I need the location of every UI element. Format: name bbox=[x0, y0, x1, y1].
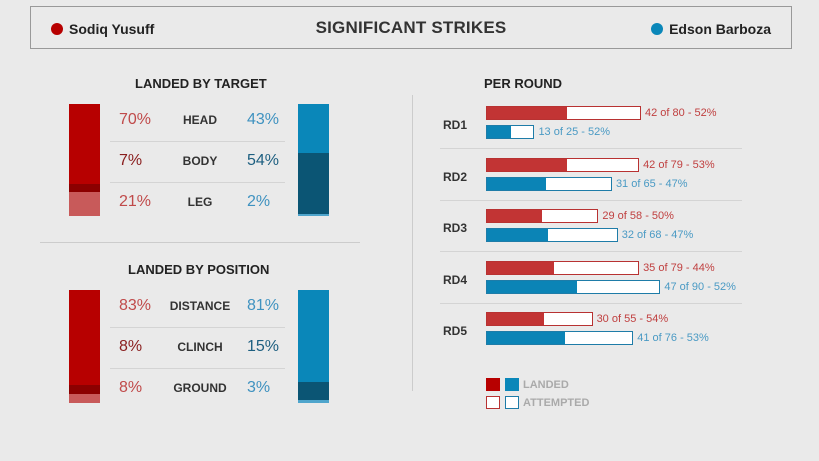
position-blue-pct: 3% bbox=[247, 379, 271, 396]
round-red-attempted-bar bbox=[486, 312, 593, 326]
target-red-pct: 70% bbox=[119, 111, 152, 128]
target-row bbox=[110, 142, 285, 183]
target-blue-segment-1 bbox=[298, 152, 329, 214]
legend-attempted-label: ATTEMPTED bbox=[523, 397, 590, 409]
red-fighter-name: Sodiq Yusuff bbox=[69, 21, 155, 37]
target-blue-pct: 54% bbox=[247, 152, 280, 169]
target-category-label: LEG bbox=[187, 195, 213, 209]
round-red-landed-fill bbox=[487, 210, 543, 222]
round-red-attempted-bar bbox=[486, 260, 640, 275]
position-blue-pct: 81% bbox=[247, 297, 280, 314]
blue-fighter-name: Edson Barboza bbox=[669, 21, 771, 37]
target-blue-stacked-bar bbox=[298, 104, 329, 216]
position-category-label: CLINCH bbox=[177, 340, 223, 354]
position-red-pct: 8% bbox=[119, 379, 143, 396]
position-red-stacked-bar bbox=[69, 290, 100, 403]
position-red-pct: 8% bbox=[119, 338, 143, 355]
round-label: RD1 bbox=[443, 118, 468, 132]
round-blue-attempted-bar bbox=[486, 125, 535, 139]
target-category-label: BODY bbox=[182, 154, 218, 168]
round-blue-value-label: 31 of 65 - 47% bbox=[615, 177, 688, 190]
target-red-segment-1 bbox=[69, 184, 100, 192]
position-red-segment-0 bbox=[69, 290, 100, 385]
position-blue-segment-0 bbox=[298, 290, 329, 383]
position-red-segment-2 bbox=[69, 393, 100, 403]
round-blue-value-label: 13 of 25 - 52% bbox=[538, 126, 610, 138]
round-label: RD3 bbox=[443, 221, 468, 235]
round-red-attempted-bar bbox=[486, 209, 599, 223]
section-divider bbox=[40, 242, 360, 243]
position-blue-segment-1 bbox=[298, 382, 329, 400]
round-blue-landed-fill bbox=[487, 280, 578, 293]
target-blue-segment-2 bbox=[298, 213, 329, 216]
red-corner-dot-icon bbox=[51, 23, 63, 35]
legend-landed-red-swatch bbox=[486, 378, 500, 391]
position-blue-pct: 15% bbox=[247, 338, 280, 355]
round-red-attempted-bar bbox=[486, 106, 641, 120]
position-blue-stacked-bar bbox=[298, 290, 329, 403]
header-bar: Sodiq Yusuff SIGNIFICANT STRIKES Edson B… bbox=[30, 6, 792, 49]
round-blue-attempted-bar bbox=[486, 279, 661, 294]
red-fighter: Sodiq Yusuff bbox=[51, 21, 154, 37]
round-blue-landed-fill bbox=[487, 332, 566, 344]
target-red-segment-2 bbox=[69, 192, 100, 216]
round-separator bbox=[440, 302, 742, 304]
blue-fighter: Edson Barboza bbox=[651, 21, 771, 37]
legend-landed-label: LANDED bbox=[523, 379, 569, 391]
round-red-value-label: 29 of 58 - 50% bbox=[602, 210, 674, 222]
position-blue-segment-2 bbox=[298, 399, 329, 403]
round-blue-value-label: 41 of 76 - 53% bbox=[637, 332, 709, 344]
round-red-landed-fill bbox=[487, 313, 545, 325]
round-red-value-label: 42 of 80 - 52% bbox=[645, 107, 717, 119]
target-row bbox=[110, 101, 285, 142]
target-category-label: HEAD bbox=[182, 113, 217, 127]
position-section-title: LANDED BY POSITION bbox=[128, 262, 270, 277]
position-row bbox=[110, 287, 285, 328]
round-separator bbox=[440, 148, 742, 149]
position-category-label: DISTANCE bbox=[169, 299, 231, 313]
round-blue-value-label: 47 of 90 - 52% bbox=[664, 280, 736, 293]
target-blue-pct: 2% bbox=[247, 193, 271, 210]
round-red-landed-fill bbox=[487, 158, 568, 171]
target-blue-segment-0 bbox=[298, 104, 329, 153]
round-red-value-label: 30 of 55 - 54% bbox=[596, 313, 669, 325]
round-blue-landed-fill bbox=[487, 229, 549, 241]
per-round-title: PER ROUND bbox=[484, 76, 563, 91]
round-label: RD5 bbox=[443, 324, 468, 338]
round-red-landed-fill bbox=[487, 261, 554, 274]
column-divider bbox=[412, 95, 413, 391]
page-title: SIGNIFICANT STRIKES bbox=[315, 18, 507, 37]
round-red-landed-fill bbox=[487, 107, 568, 119]
round-separator bbox=[440, 199, 742, 201]
round-blue-attempted-bar bbox=[486, 331, 634, 345]
round-label: RD4 bbox=[443, 272, 468, 287]
round-label: RD2 bbox=[443, 169, 468, 184]
position-row bbox=[110, 328, 285, 369]
round-blue-landed-fill bbox=[487, 177, 547, 190]
round-red-value-label: 42 of 79 - 53% bbox=[643, 158, 715, 171]
round-blue-landed-fill bbox=[487, 126, 512, 138]
legend-attempted-blue-swatch bbox=[505, 396, 519, 409]
target-red-stacked-bar bbox=[69, 104, 100, 216]
legend-attempted-red-swatch bbox=[486, 396, 500, 409]
target-red-segment-0 bbox=[69, 104, 100, 184]
position-category-label: GROUND bbox=[173, 381, 227, 395]
round-red-attempted-bar bbox=[486, 157, 640, 172]
round-separator bbox=[440, 251, 742, 252]
blue-corner-dot-icon bbox=[651, 23, 664, 35]
position-red-segment-1 bbox=[69, 384, 100, 394]
target-red-pct: 21% bbox=[119, 193, 152, 210]
position-red-pct: 83% bbox=[119, 297, 152, 314]
target-red-pct: 7% bbox=[119, 152, 143, 169]
target-blue-pct: 43% bbox=[247, 111, 280, 128]
round-red-value-label: 35 of 79 - 44% bbox=[643, 261, 715, 274]
round-blue-attempted-bar bbox=[486, 228, 618, 242]
round-blue-attempted-bar bbox=[486, 176, 612, 191]
round-blue-value-label: 32 of 68 - 47% bbox=[621, 229, 694, 241]
legend-landed-blue-swatch bbox=[505, 378, 519, 391]
target-section-title: LANDED BY TARGET bbox=[135, 76, 267, 91]
